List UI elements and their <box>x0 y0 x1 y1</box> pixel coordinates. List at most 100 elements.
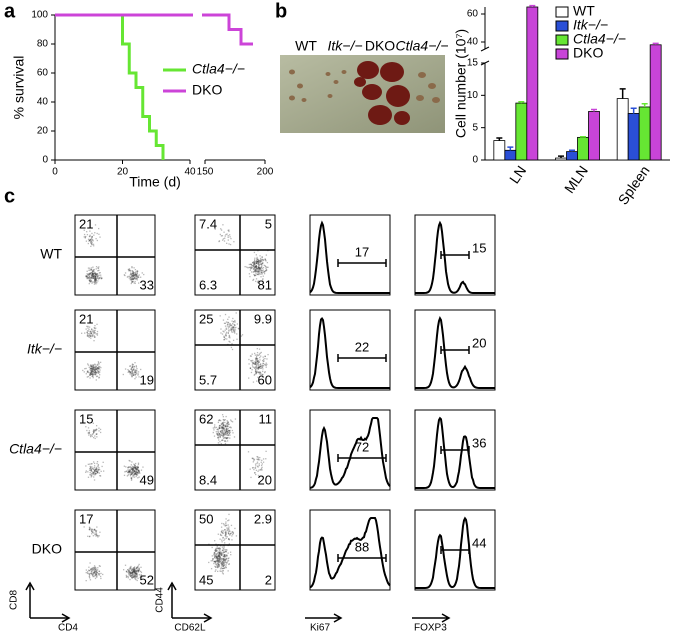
event-dot <box>90 333 92 335</box>
event-dot <box>135 571 138 573</box>
event-dot <box>99 371 101 373</box>
event-dot <box>94 574 96 577</box>
event-dot <box>93 567 95 569</box>
event-dot <box>89 230 91 232</box>
event-dot <box>85 569 87 571</box>
y-tick-label: 80 <box>37 39 49 50</box>
event-dot <box>133 374 135 376</box>
event-dot <box>217 557 219 560</box>
event-dot <box>216 545 218 547</box>
event-dot <box>220 562 223 564</box>
event-dot <box>132 576 135 578</box>
event-dot <box>90 463 92 465</box>
event-dot <box>137 570 139 572</box>
quadrant-value: 21 <box>79 216 93 231</box>
event-dot <box>254 362 257 364</box>
event-dot <box>96 277 98 280</box>
event-dot <box>222 424 225 427</box>
event-dot <box>257 361 259 364</box>
event-dot <box>89 370 92 372</box>
event-dot <box>124 471 126 473</box>
event-dot <box>233 328 235 331</box>
event-dot <box>132 272 134 274</box>
event-dot <box>257 260 259 263</box>
event-dot <box>91 375 93 377</box>
event-dot <box>257 262 260 264</box>
event-dot <box>92 331 95 333</box>
event-dot <box>133 569 135 571</box>
event-dot <box>86 275 88 277</box>
event-dot <box>216 550 218 552</box>
event-dot <box>262 269 264 271</box>
event-dot <box>230 324 232 327</box>
dot-plot <box>219 312 269 383</box>
event-dot <box>218 556 221 558</box>
event-dot <box>228 563 230 566</box>
event-dot <box>220 562 223 564</box>
event-dot <box>134 362 136 364</box>
event-dot <box>130 371 132 374</box>
event-dot <box>225 415 227 418</box>
event-dot <box>131 576 133 579</box>
event-dot <box>213 553 215 556</box>
event-dot <box>258 367 261 369</box>
quadrant-value: 45 <box>199 572 213 587</box>
event-dot <box>216 556 219 558</box>
event-dot <box>132 270 134 273</box>
event-dot <box>128 370 130 372</box>
event-dot <box>91 368 93 370</box>
event-dot <box>251 267 254 269</box>
event-dot <box>221 553 223 555</box>
event-dot <box>228 563 230 565</box>
event-dot <box>255 274 257 277</box>
event-dot <box>128 574 131 576</box>
event-dot <box>218 240 220 243</box>
event-dot <box>135 570 138 572</box>
flow-y-label: CD8 <box>9 590 20 610</box>
event-dot <box>222 416 225 418</box>
event-dot <box>134 273 136 275</box>
event-dot <box>93 366 95 368</box>
quadrant-gate <box>75 510 155 590</box>
event-dot <box>128 569 131 571</box>
event-dot <box>84 368 86 370</box>
event-dot <box>229 234 231 236</box>
event-dot <box>228 528 230 530</box>
event-dot <box>131 465 134 468</box>
event-dot <box>97 267 100 270</box>
event-dot <box>95 576 98 578</box>
event-dot <box>90 474 93 476</box>
event-dot <box>255 267 257 270</box>
legend-label: Ctla4−/− <box>192 61 245 77</box>
event-dot <box>134 464 136 467</box>
event-dot <box>264 258 266 260</box>
event-dot <box>92 461 95 463</box>
event-dot <box>96 470 98 473</box>
event-dot <box>90 329 93 331</box>
event-dot <box>257 264 260 266</box>
event-dot <box>129 572 132 574</box>
event-dot <box>87 375 90 378</box>
event-dot <box>94 468 97 471</box>
event-dot <box>222 532 224 535</box>
event-dot <box>128 370 130 372</box>
event-dot <box>87 364 90 366</box>
event-dot <box>218 557 221 560</box>
event-dot <box>224 533 227 535</box>
event-dot <box>257 280 259 282</box>
event-dot <box>133 571 135 574</box>
event-dot <box>92 531 94 533</box>
event-dot <box>226 562 228 564</box>
event-dot <box>257 261 259 263</box>
plot-frame <box>309 509 391 591</box>
event-dot <box>219 430 222 432</box>
event-dot <box>123 465 126 467</box>
event-dot <box>98 371 100 373</box>
event-dot <box>135 274 137 276</box>
event-dot <box>134 472 137 475</box>
event-dot <box>88 273 90 275</box>
event-dot <box>93 462 96 465</box>
event-dot <box>232 532 235 535</box>
event-dot <box>215 433 218 435</box>
event-dot <box>91 269 93 271</box>
